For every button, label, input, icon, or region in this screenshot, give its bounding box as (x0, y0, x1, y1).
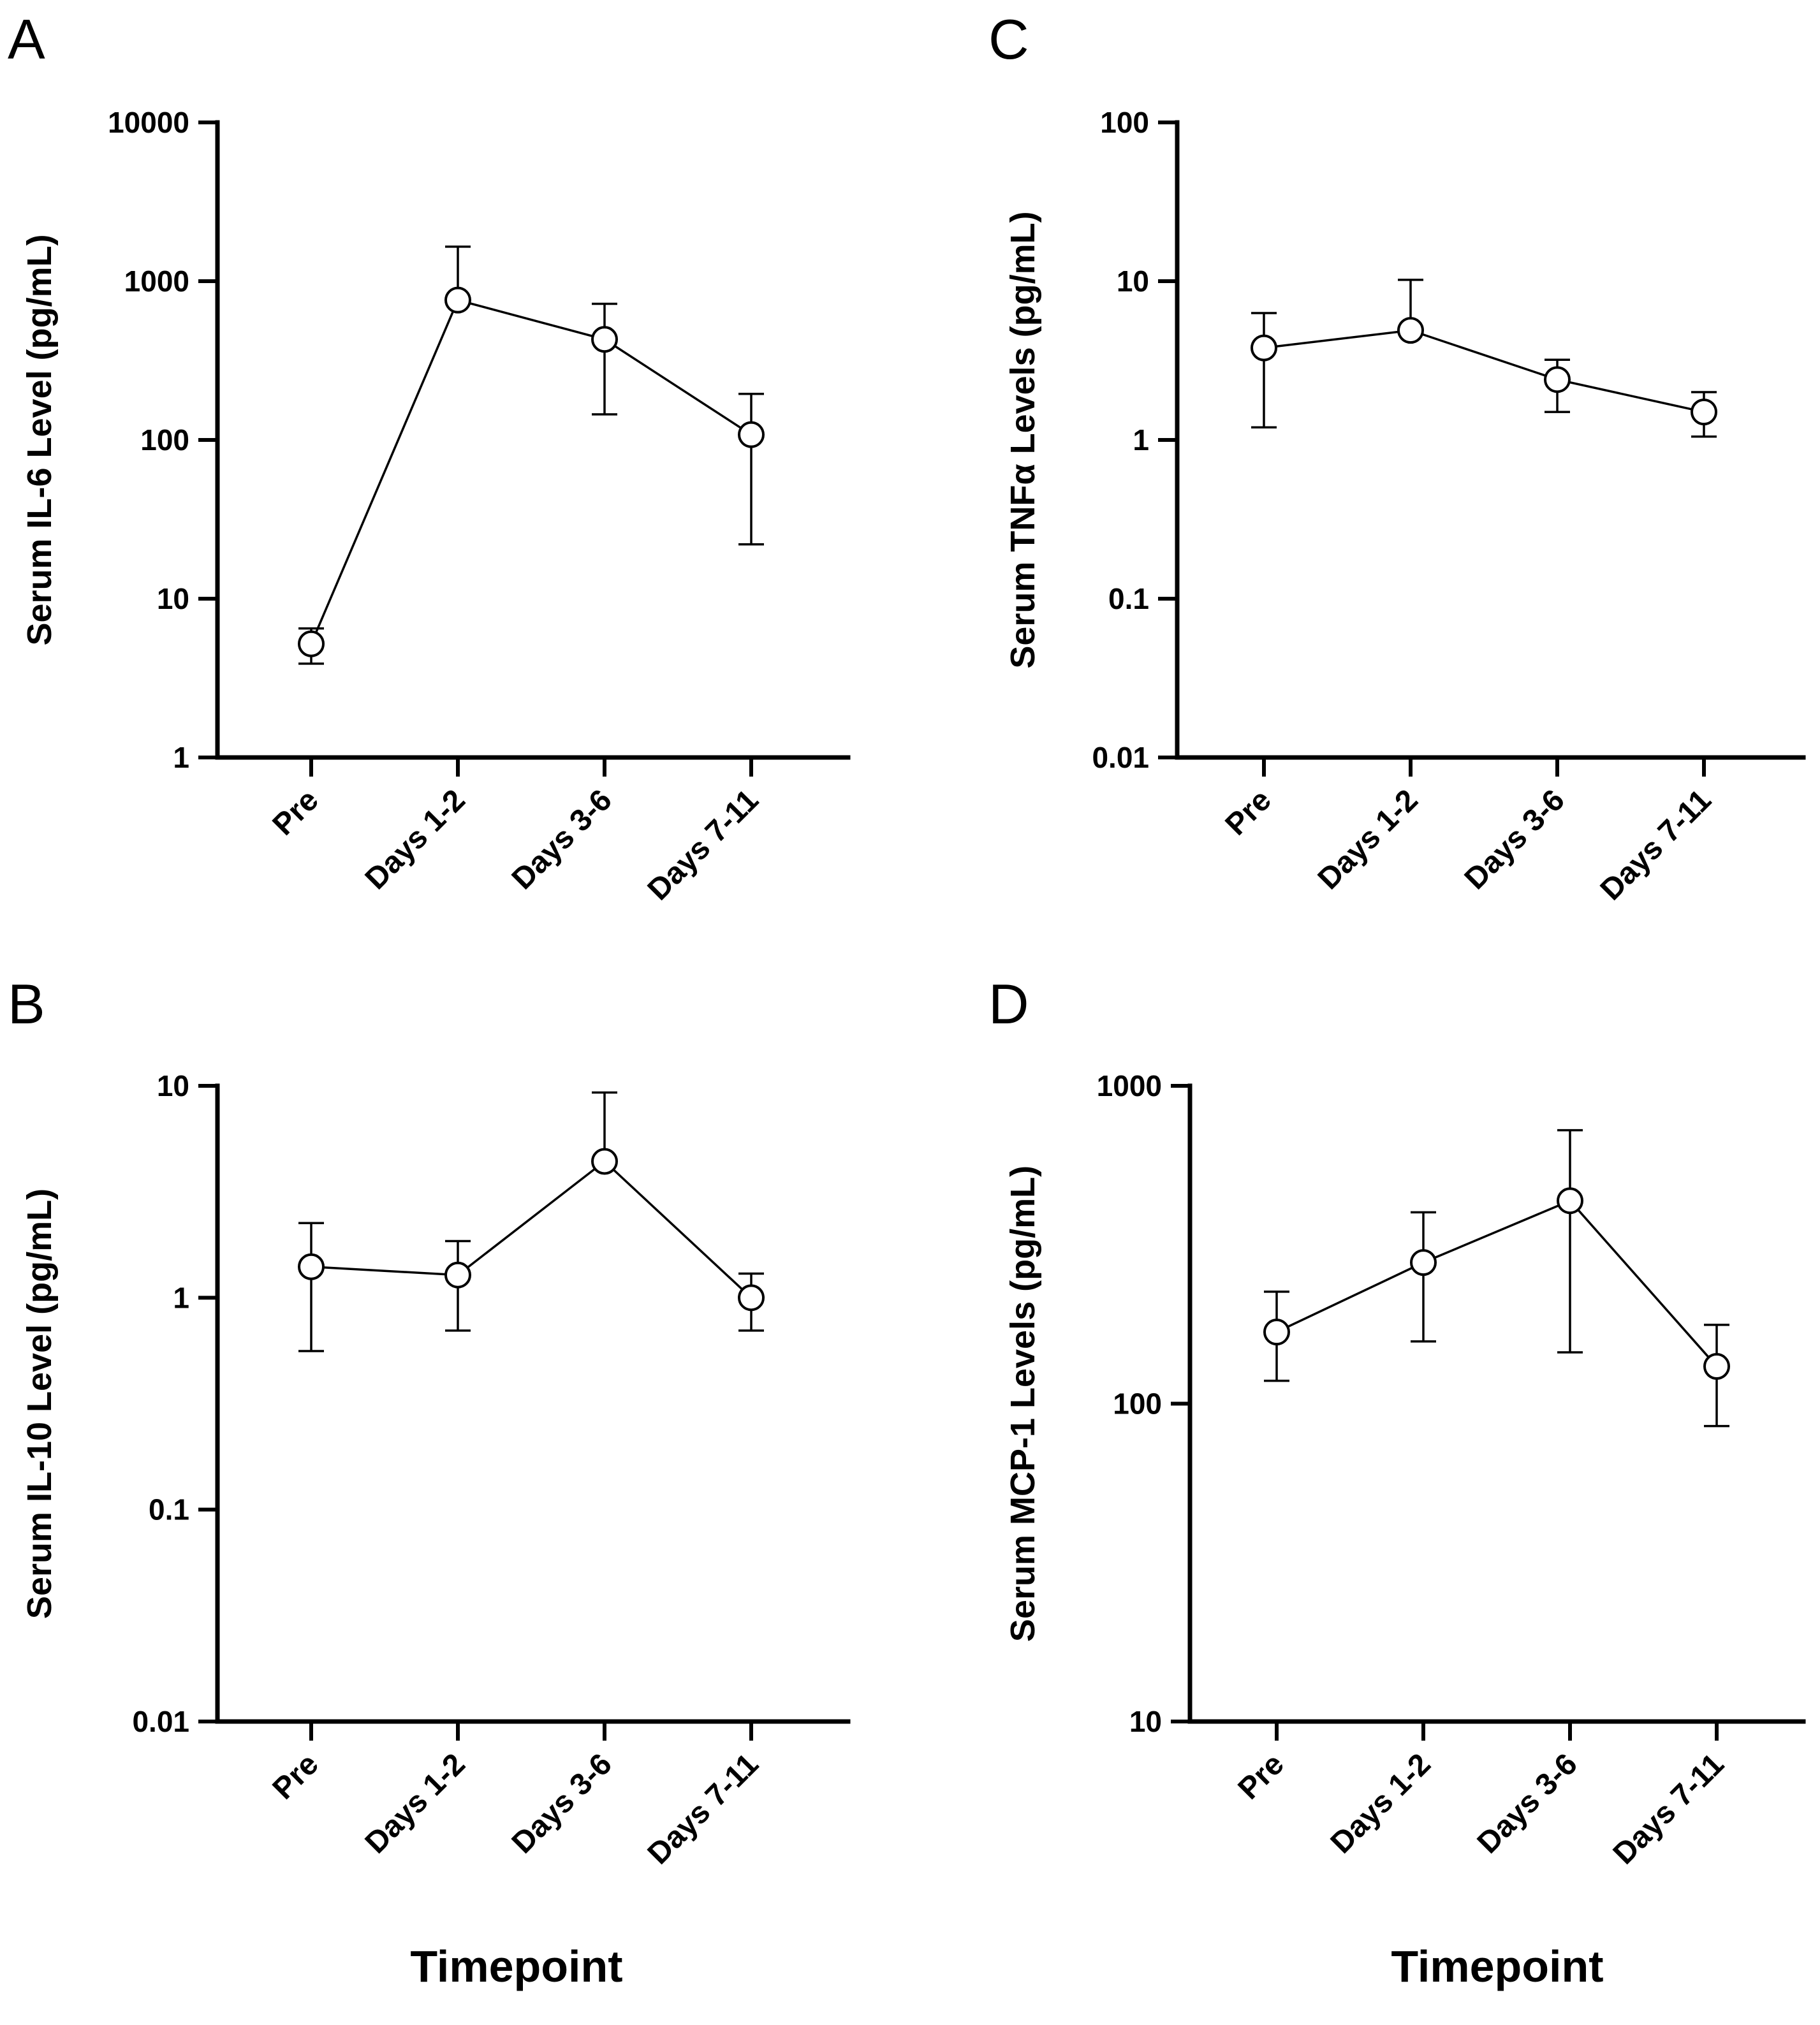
y-tick-label: 10000 (108, 106, 189, 139)
y-tick-label: 10 (157, 582, 189, 615)
y-axis-title: Serum MCP-1 Levels (pg/mL) (1004, 1166, 1042, 1642)
series-line (311, 1160, 752, 1299)
panel-b: B 0.01 0.1 1 10 Pre Days 1-2 Days 3-6 Days 7-11 S… (8, 972, 851, 1991)
x-tick-label: Days 1-2 (359, 783, 472, 896)
data-point (1251, 334, 1277, 362)
panel-d: D 10 100 1000 Pre Days 1-2 Days 3-6 Days 7-11 Se… (988, 972, 1806, 1991)
data-point (1410, 1249, 1437, 1276)
y-tick-label: 10 (1117, 265, 1149, 298)
series-line (1263, 329, 1705, 413)
y-tick-label: 10 (157, 1069, 189, 1102)
x-tick-label: Days 1-2 (1325, 1747, 1437, 1860)
data-point (1691, 398, 1717, 426)
x-tick-label: Pre (267, 783, 325, 842)
data-point (1557, 1187, 1583, 1215)
panel-letter-c: C (988, 8, 1029, 71)
x-tick-label: Pre (267, 1747, 325, 1806)
y-tick-label: 100 (1100, 106, 1149, 139)
y-tick-label: 1000 (124, 265, 189, 298)
y-tick-label: 1 (1133, 423, 1149, 457)
data-point (1397, 317, 1424, 344)
x-tick-label: Days 7-11 (1594, 783, 1718, 907)
y-tick-label: 0.1 (149, 1493, 189, 1526)
y-tick-label: 10 (1129, 1705, 1162, 1738)
y-tick-label: 1 (173, 741, 189, 774)
x-tick-label: Days 3-6 (1458, 783, 1571, 896)
panel-letter-d: D (988, 972, 1029, 1035)
x-tick-label: Pre (1232, 1747, 1291, 1806)
data-point (298, 630, 325, 657)
x-axis-title: Timepoint (1391, 1941, 1603, 1991)
data-point (444, 1261, 471, 1289)
data-point (591, 326, 618, 353)
x-axis-title: Timepoint (410, 1941, 622, 1991)
x-tick-label: Days 3-6 (506, 783, 619, 896)
data-point (444, 286, 471, 314)
y-tick-label: 0.01 (1092, 741, 1149, 774)
data-point (738, 421, 765, 448)
y-tick-label: 100 (140, 423, 189, 457)
panel-c: C 0.01 0.1 1 10 100 Pre Days 1-2 Days 3-6 Days 7-… (988, 8, 1806, 907)
x-tick-label: Days 3-6 (506, 1747, 619, 1860)
x-tick-label: Days 7-11 (642, 783, 765, 907)
data-point (591, 1148, 618, 1175)
y-tick-label: 0.1 (1108, 582, 1149, 615)
data-point (298, 1253, 325, 1280)
y-tick-label: 1 (173, 1281, 189, 1314)
y-tick-label: 100 (1113, 1387, 1162, 1421)
x-tick-label: Days 7-11 (642, 1747, 765, 1871)
y-axis-title: Serum TNFα Levels (pg/mL) (1004, 211, 1042, 668)
x-tick-label: Pre (1219, 783, 1278, 842)
series-line (1276, 1199, 1718, 1368)
y-axis-title: Serum IL-6 Level (pg/mL) (20, 234, 59, 645)
y-tick-label: 1000 (1097, 1069, 1162, 1102)
x-tick-label: Days 7-11 (1607, 1747, 1731, 1871)
series-line (310, 298, 752, 645)
data-point (1703, 1353, 1730, 1380)
panel-letter-a: A (8, 8, 45, 71)
data-point (738, 1284, 765, 1312)
panel-letter-b: B (8, 972, 45, 1035)
x-tick-label: Days 1-2 (359, 1747, 472, 1860)
data-point (1544, 366, 1571, 393)
panel-a: A 1 10 100 1000 10000 Pre Days 1-2 Days 3-6 Days … (8, 8, 851, 907)
y-axis-title: Serum IL-10 Level (pg/mL) (20, 1188, 59, 1619)
x-tick-label: Days 1-2 (1312, 783, 1425, 896)
x-tick-label: Days 3-6 (1471, 1747, 1584, 1860)
data-point (1263, 1319, 1290, 1346)
y-tick-label: 0.01 (132, 1705, 189, 1738)
